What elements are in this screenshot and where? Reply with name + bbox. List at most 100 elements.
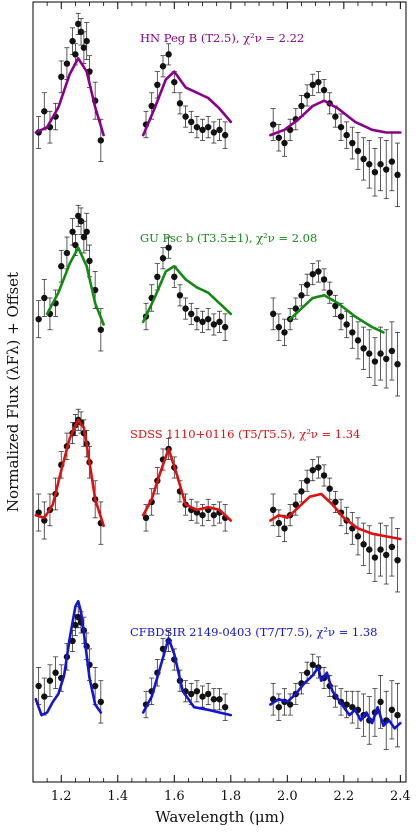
data-point — [69, 228, 76, 235]
data-point — [281, 329, 288, 336]
data-point — [337, 123, 345, 131]
data-point — [281, 139, 288, 147]
data-point — [69, 637, 76, 645]
data-point — [199, 511, 206, 519]
data-point — [303, 477, 311, 484]
data-point — [69, 37, 76, 45]
model-spectrum-line — [269, 99, 402, 137]
spectrum-panel: CFBDSIR 2149-0403 (T7/T7.5), χ²ν = 1.38 — [34, 599, 402, 750]
model-spectrum-line — [269, 492, 402, 541]
model-spectrum-line — [141, 637, 233, 717]
data-point — [377, 698, 384, 706]
data-point — [298, 488, 305, 495]
data-point — [41, 108, 48, 115]
data-point — [210, 129, 218, 136]
data-point — [97, 698, 105, 706]
data-point — [58, 263, 65, 270]
data-point — [83, 37, 90, 45]
data-point — [210, 321, 218, 328]
data-point — [176, 292, 184, 299]
data-point — [142, 514, 150, 522]
y-axis-title: Normalized Flux (λFλ) + Offset — [4, 272, 22, 512]
data-point — [394, 171, 401, 179]
data-point — [360, 155, 367, 163]
data-point — [309, 81, 316, 89]
panel-label: SDSS 1110+0116 (T5/T5.5), χ²ν = 1.34 — [130, 427, 360, 441]
data-point — [221, 703, 229, 711]
data-point — [41, 517, 48, 524]
data-point — [154, 273, 161, 280]
model-spectrum-line — [141, 70, 233, 137]
data-point — [97, 326, 105, 333]
panel-label: HN Peg B (T2.5), χ²ν = 2.22 — [140, 31, 304, 45]
data-point — [63, 249, 71, 257]
data-point — [171, 273, 178, 280]
data-point — [298, 292, 305, 299]
data-point — [388, 347, 396, 355]
data-point — [72, 51, 79, 58]
data-point — [394, 556, 401, 564]
x-tick-label: 2.0 — [277, 789, 298, 804]
spectral-panels: HN Peg B (T2.5), χ²ν = 2.22 GU Psc b (T3.… — [34, 12, 402, 750]
data-point — [326, 289, 333, 296]
data-point — [193, 688, 201, 695]
data-point — [388, 158, 396, 165]
model-spectrum-line — [288, 294, 385, 334]
panel-label: CFBDSIR 2149-0403 (T7/T7.5), χ²ν = 1.38 — [130, 625, 378, 639]
model-spectrum-line — [141, 264, 233, 324]
spectrum-panel: SDSS 1110+0116 (T5/T5.5), χ²ν = 1.34 — [34, 408, 402, 593]
data-point — [366, 161, 373, 168]
data-point — [326, 485, 333, 492]
data-point — [188, 690, 195, 698]
data-point — [216, 696, 223, 703]
data-point — [371, 168, 379, 176]
data-point — [159, 63, 167, 70]
data-point — [41, 294, 48, 302]
x-tick-label: 1.2 — [51, 789, 72, 804]
spectrum-panel: HN Peg B (T2.5), χ²ν = 2.22 — [34, 12, 402, 208]
model-spectrum-line — [34, 418, 105, 528]
data-point — [35, 315, 42, 323]
data-point — [182, 113, 189, 120]
data-point — [75, 212, 82, 220]
data-point — [97, 137, 105, 144]
data-point — [165, 244, 172, 251]
data-point — [216, 126, 223, 134]
data-point — [176, 100, 184, 107]
data-point — [86, 257, 93, 265]
data-point — [275, 703, 283, 711]
data-point — [83, 228, 90, 235]
data-point — [320, 86, 328, 94]
data-point — [383, 355, 390, 363]
data-point — [303, 281, 311, 288]
data-point — [204, 315, 212, 323]
data-point — [371, 358, 379, 365]
plot-frame — [32, 1, 407, 783]
data-point — [343, 701, 350, 708]
data-point — [366, 546, 373, 553]
model-spectrum-line — [141, 447, 233, 522]
data-point — [216, 318, 223, 326]
data-point — [343, 131, 350, 139]
data-point — [360, 345, 367, 352]
data-point — [193, 315, 201, 323]
data-point — [35, 682, 42, 690]
data-point — [394, 360, 401, 368]
data-point — [199, 126, 206, 134]
data-point — [91, 682, 99, 690]
x-tick-label: 1.4 — [107, 789, 128, 804]
data-point — [320, 276, 328, 283]
data-point — [75, 20, 82, 28]
data-point — [210, 696, 218, 703]
panel-label: GU Psc b (T3.5±1), χ²ν = 2.08 — [140, 231, 317, 245]
data-point — [75, 613, 82, 621]
data-point — [309, 270, 316, 278]
data-point — [366, 350, 373, 357]
data-point — [77, 28, 85, 36]
data-point — [269, 506, 277, 514]
data-point — [275, 323, 283, 331]
data-point — [298, 102, 305, 110]
data-point — [309, 661, 316, 668]
data-point — [58, 73, 65, 81]
x-tick-label: 1.6 — [164, 789, 185, 804]
